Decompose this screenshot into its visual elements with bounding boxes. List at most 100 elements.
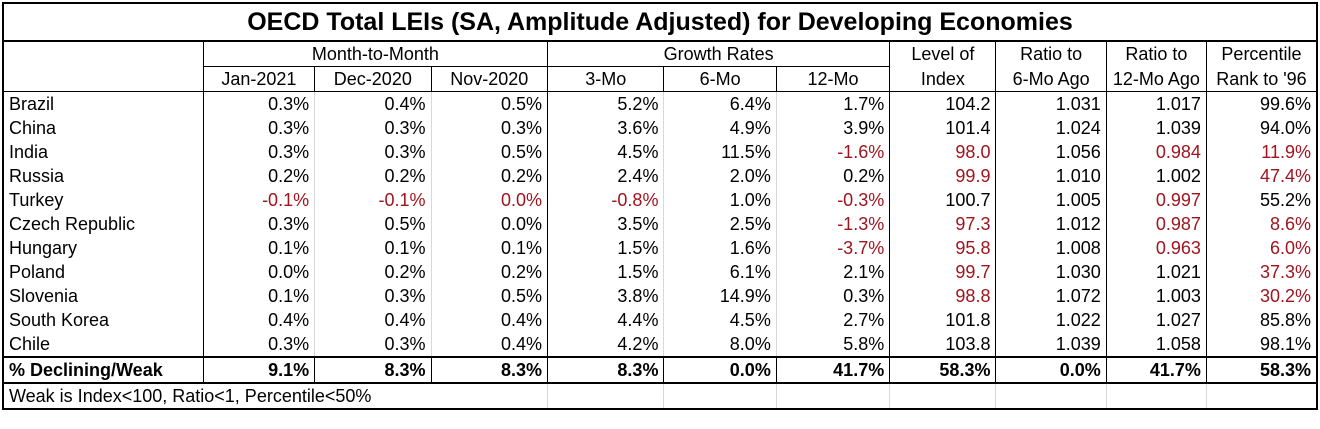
table-cell: 1.027 (1105, 308, 1207, 332)
country-name: Czech Republic (1, 212, 204, 236)
table-cell: 11.5% (663, 140, 777, 164)
summary-cell: 9.1% (202, 356, 315, 384)
table-cell: 0.2% (314, 260, 432, 284)
table-cell: 3.6% (546, 116, 664, 140)
table-cell: 0.3% (202, 91, 315, 116)
table-cell: 1.039 (995, 332, 1107, 357)
summary-row: % Declining/Weak 9.1% 8.3% 8.3% 8.3% 0.0… (1, 356, 1318, 384)
table-cell: 0.5% (430, 140, 548, 164)
table-cell: 0.3% (775, 284, 890, 308)
table-cell: 3.9% (775, 116, 890, 140)
table-cell: 4.2% (546, 332, 664, 357)
summary-cell: 58.3% (889, 356, 996, 384)
table-cell: 99.9 (889, 164, 996, 188)
table-cell: -0.3% (775, 188, 890, 212)
header-percentile-bottom: Rank to '96 (1205, 66, 1318, 92)
empty-cell (1205, 383, 1318, 410)
table-cell: 1.010 (995, 164, 1107, 188)
summary-cell: 8.3% (546, 356, 664, 384)
table-cell: 4.9% (663, 116, 777, 140)
table-cell: 37.3% (1205, 260, 1318, 284)
footnote-row: Weak is Index<100, Ratio<1, Percentile<5… (2, 383, 1318, 410)
table-cell: 0.2% (202, 164, 315, 188)
table-cell: 6.4% (663, 91, 777, 116)
table-cell: 1.031 (995, 91, 1107, 116)
table-cell: 0.997 (1105, 188, 1207, 212)
table-cell: -0.1% (314, 188, 432, 212)
table-cell: 1.017 (1105, 91, 1207, 116)
table-cell: 0.2% (314, 164, 432, 188)
table-cell: 1.6% (663, 236, 777, 260)
table-cell: 0.2% (775, 164, 890, 188)
table-cell: -0.8% (546, 188, 664, 212)
table-cell: 100.7 (889, 188, 996, 212)
summary-cell: 8.3% (430, 356, 548, 384)
table-cell: 3.5% (546, 212, 664, 236)
summary-label: % Declining/Weak (1, 356, 204, 384)
table-cell: 2.0% (663, 164, 777, 188)
table-cell: 0.2% (430, 164, 548, 188)
table-cell: 1.012 (995, 212, 1107, 236)
header-growth-rates: Growth Rates (546, 41, 890, 67)
table-row: India 0.3% 0.3% 0.5% 4.5% 11.5% -1.6% 98.0 1.056… (1, 140, 1318, 164)
table-cell: 0.0% (430, 188, 548, 212)
country-name: Russia (1, 164, 204, 188)
table-cell: 0.984 (1105, 140, 1207, 164)
col-header-12-mo: 12-Mo (775, 66, 890, 92)
table-cell: 0.3% (314, 284, 432, 308)
header-ratio12-top: Ratio to (1105, 41, 1207, 67)
table-cell: 0.3% (202, 332, 315, 357)
table-cell: 98.1% (1205, 332, 1318, 357)
header-ratio12-bottom: 12-Mo Ago (1105, 66, 1207, 92)
empty-cell (1105, 383, 1207, 410)
col-header-dec-2020: Dec-2020 (314, 66, 432, 92)
table-row: Turkey -0.1% -0.1% 0.0% -0.8% 1.0% -0.3% 100.7 1… (1, 188, 1318, 212)
table-cell: 5.8% (775, 332, 890, 357)
table-cell: 0.5% (430, 284, 548, 308)
table-cell: 0.1% (202, 236, 315, 260)
table-cell: 0.3% (314, 332, 432, 357)
table-cell: 1.058 (1105, 332, 1207, 357)
table-cell: 1.005 (995, 188, 1107, 212)
table-cell: 0.963 (1105, 236, 1207, 260)
table-cell: 1.5% (546, 236, 664, 260)
table-cell: 0.4% (202, 308, 315, 332)
table-cell: 0.4% (314, 308, 432, 332)
table-cell: 14.9% (663, 284, 777, 308)
table-cell: 1.039 (1105, 116, 1207, 140)
table-cell: 99.6% (1205, 91, 1318, 116)
country-name: Poland (1, 260, 204, 284)
summary-cell: 8.3% (314, 356, 432, 384)
table-cell: 0.1% (430, 236, 548, 260)
table-cell: 104.2 (889, 91, 996, 116)
table-cell: 1.003 (1105, 284, 1207, 308)
empty-cell (775, 383, 890, 410)
table-cell: 1.002 (1105, 164, 1207, 188)
table-cell: 0.0% (430, 212, 548, 236)
table-cell: -1.6% (775, 140, 890, 164)
table-cell: 0.3% (430, 116, 548, 140)
col-header-6-mo: 6-Mo (663, 66, 777, 92)
empty-cell (663, 383, 777, 410)
table-cell: 1.008 (995, 236, 1107, 260)
table-cell: 0.3% (202, 212, 315, 236)
table-cell: 2.1% (775, 260, 890, 284)
table-cell: 2.7% (775, 308, 890, 332)
table-cell: 85.8% (1205, 308, 1318, 332)
table-cell: -3.7% (775, 236, 890, 260)
table-cell: 97.3 (889, 212, 996, 236)
table-cell: 0.1% (314, 236, 432, 260)
table-row: Slovenia 0.1% 0.3% 0.5% 3.8% 14.9% 0.3% 98.8 1.0… (1, 284, 1318, 308)
header-percentile-top: Percentile (1205, 41, 1318, 67)
table-cell: 0.5% (430, 91, 548, 116)
country-name: China (1, 116, 204, 140)
table-cell: 0.5% (314, 212, 432, 236)
summary-cell: 41.7% (1105, 356, 1207, 384)
table-cell: 0.0% (202, 260, 315, 284)
table-cell: 3.8% (546, 284, 664, 308)
table-cell: 0.4% (430, 332, 548, 357)
table-cell: 6.0% (1205, 236, 1318, 260)
table-cell: 4.5% (546, 140, 664, 164)
table-cell: 1.022 (995, 308, 1107, 332)
